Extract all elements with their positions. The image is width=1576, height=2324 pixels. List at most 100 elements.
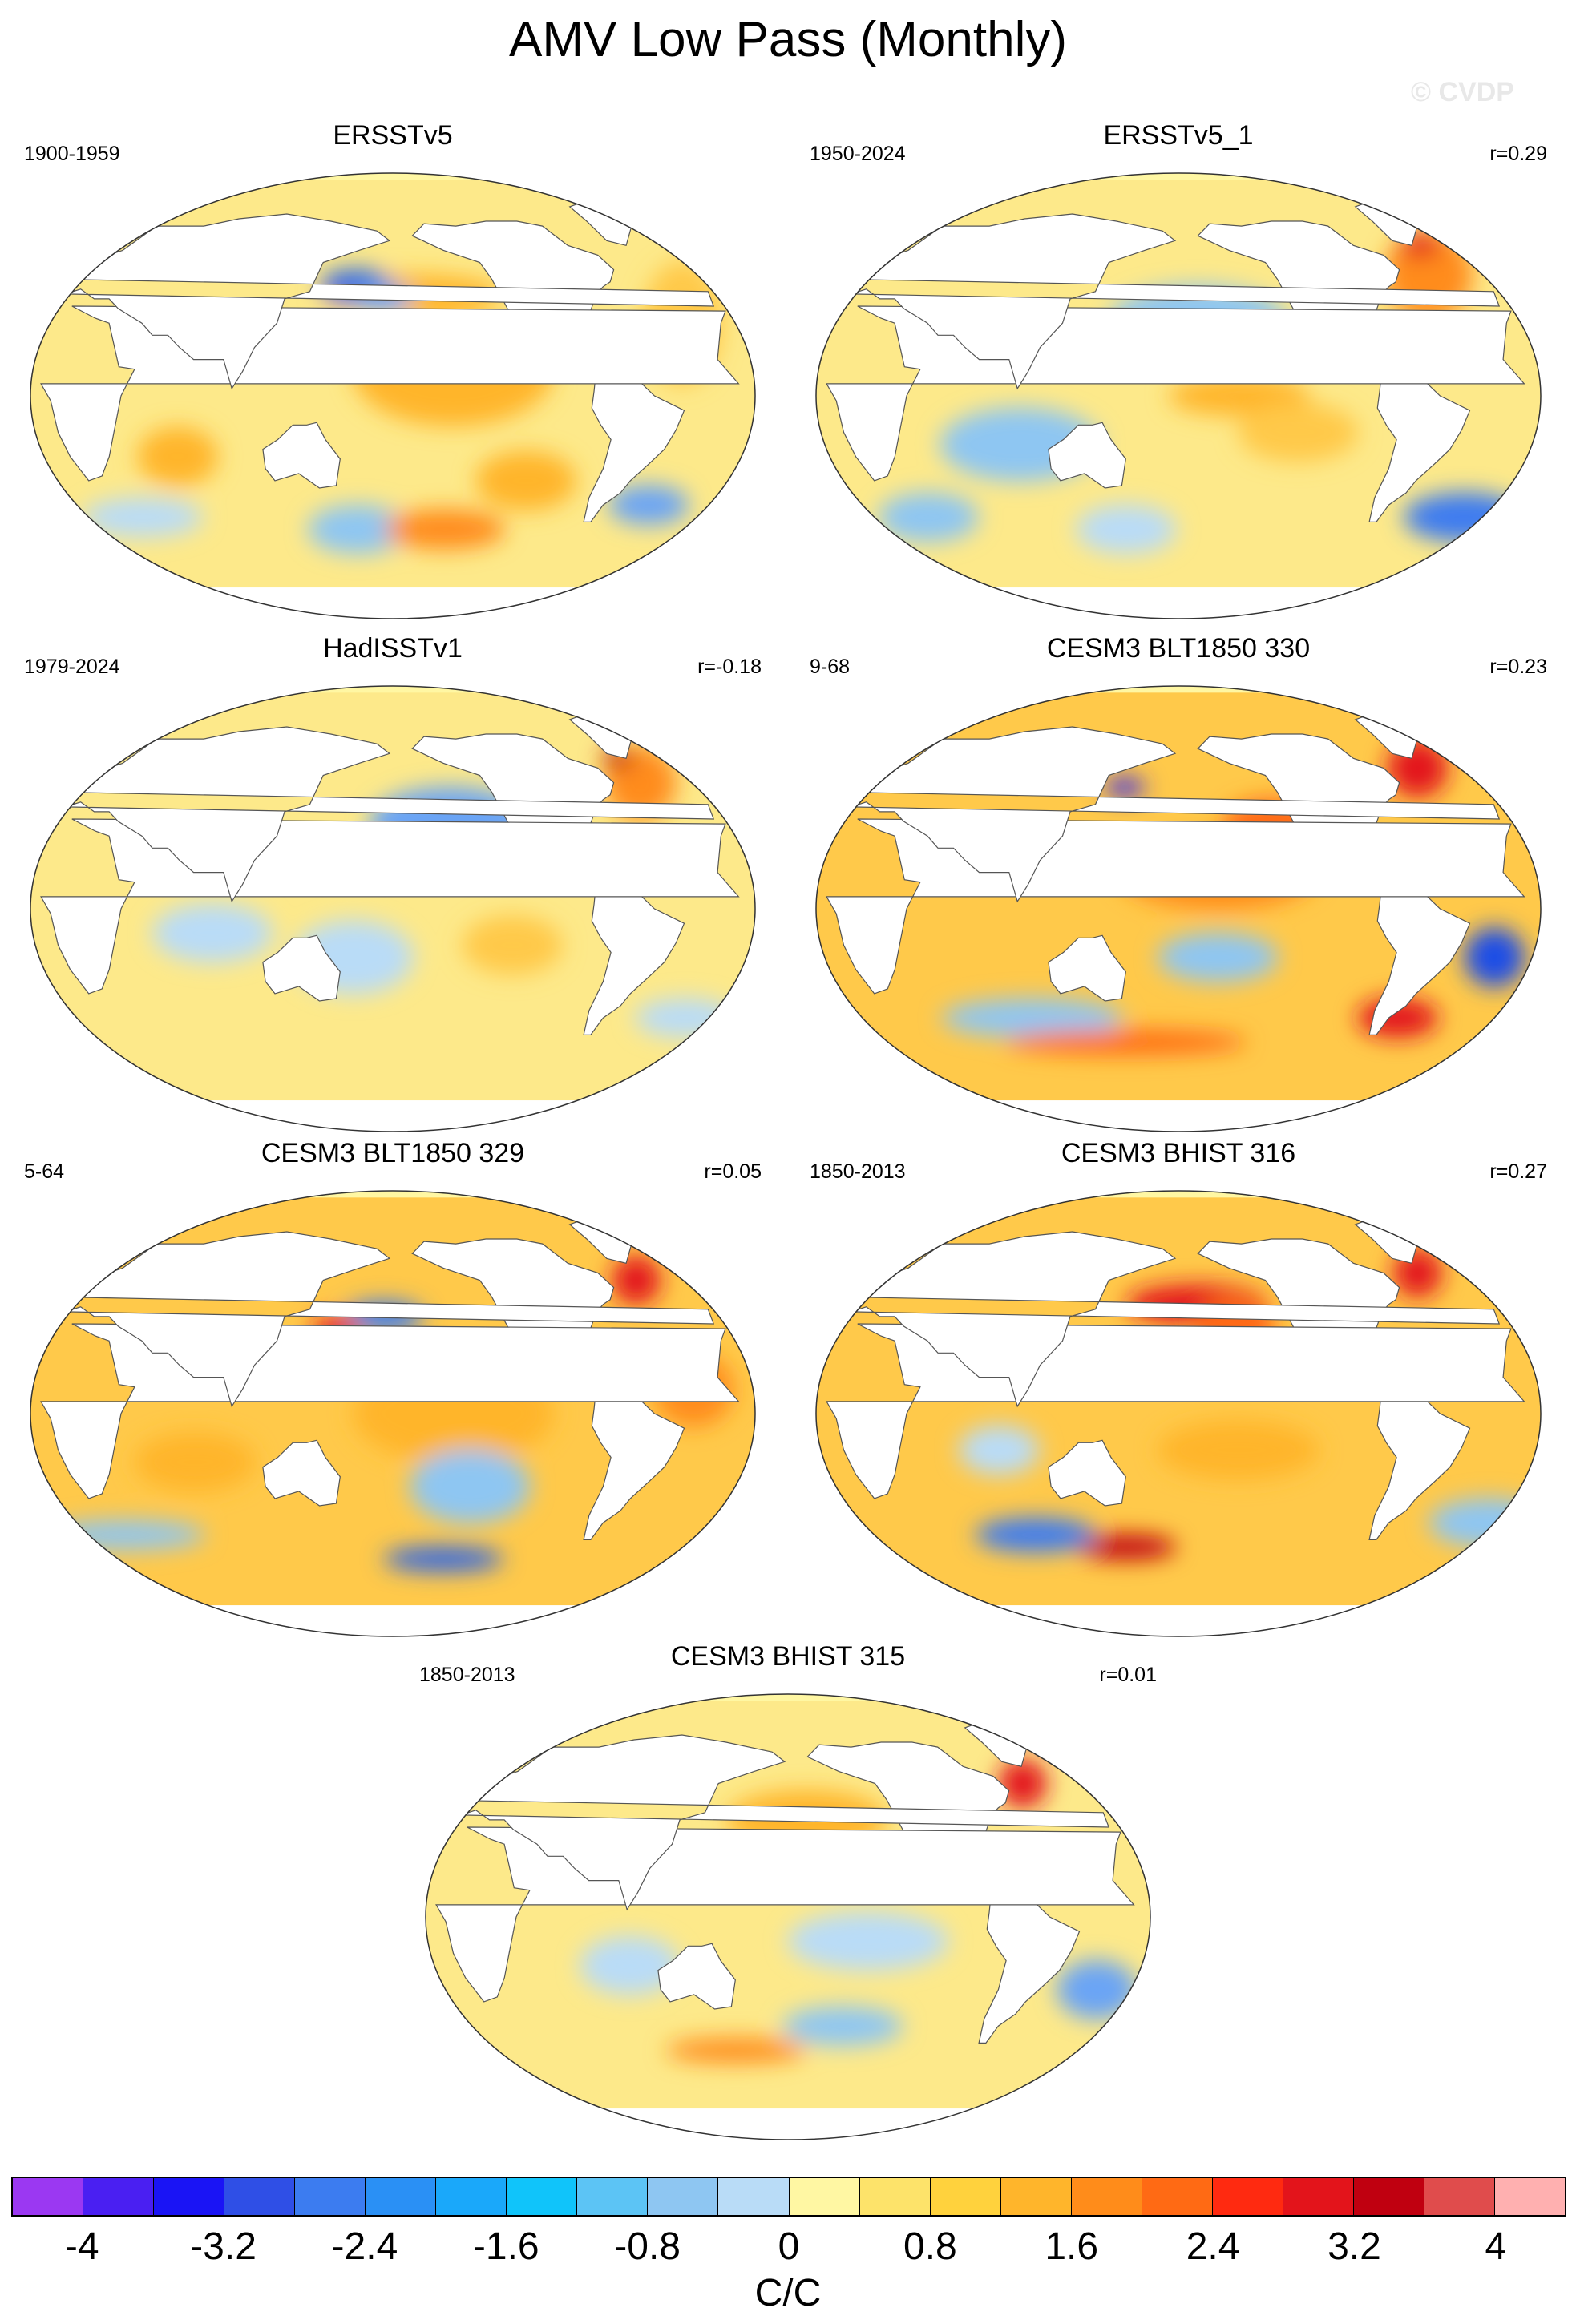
antarctica-land [816, 587, 1541, 619]
sst-anomaly-region [382, 1547, 504, 1572]
panel-title: CESM3 BLT1850 330 [1046, 633, 1311, 664]
colorbar-tick-label: -3.2 [190, 2225, 257, 2268]
panel-title: CESM3 BHIST 315 [670, 1641, 906, 1672]
globe-outline [30, 685, 756, 1132]
panel-title: ERSSTv5 [333, 120, 453, 151]
sst-anomaly-region [1005, 1030, 1247, 1055]
globe-map [815, 1190, 1542, 1637]
australia-land [657, 1943, 736, 2010]
panel-map: CESM3 BHIST 316 1850-2013 r=0.27 [802, 1138, 1555, 1651]
colorbar-swatch [718, 2178, 790, 2215]
colorbar-units: C/C [754, 2272, 822, 2314]
colorbar-tick-label: -4 [64, 2225, 99, 2268]
sst-anomaly-region [384, 509, 506, 550]
australia-land [1048, 934, 1126, 1002]
panel-correlation: r=-0.18 [697, 656, 762, 678]
colorbar-swatch [1142, 2178, 1213, 2215]
arctic-band [426, 1694, 1150, 1701]
south-america-land [978, 1887, 1081, 2044]
arctic-band [30, 1191, 755, 1198]
globe-map [815, 172, 1542, 619]
arctic-band [30, 173, 755, 180]
eurasia-land [851, 1231, 1501, 1408]
colorbar-swatch [13, 2178, 84, 2215]
panel-map: CESM3 BHIST 315 1850-2013 r=0.01 [411, 1641, 1165, 2154]
colorbar-swatch [295, 2178, 366, 2215]
eurasia-land [851, 213, 1501, 390]
panel-title: ERSSTv5_1 [1103, 120, 1254, 151]
sst-anomaly-region [941, 998, 1123, 1038]
colorbar-swatch [930, 2178, 1001, 2215]
colorbar-swatch [507, 2178, 578, 2215]
panel-correlation: r=0.01 [1099, 1664, 1157, 1686]
globe-outline [815, 172, 1542, 619]
eurasia-land [65, 726, 715, 903]
arctic-band [30, 686, 755, 693]
panel-period: 1850-2013 [810, 1160, 906, 1183]
panel-correlation: r=0.05 [704, 1160, 762, 1183]
south-america-land [1368, 1384, 1471, 1540]
australia-land [262, 1439, 341, 1507]
arctic-band [816, 173, 1541, 180]
sst-anomaly-region [135, 1432, 256, 1492]
panel-title: CESM3 BLT1850 329 [261, 1138, 525, 1168]
panel-period: 5-64 [24, 1160, 65, 1183]
globe-map [425, 1693, 1151, 2140]
sst-anomaly-region [1429, 1498, 1541, 1548]
sst-anomaly-region [580, 1935, 681, 1995]
colorbar-tick-label: 0.8 [903, 2225, 957, 2268]
colorbar-swatch [1283, 2178, 1354, 2215]
sst-anomaly-region [612, 1255, 661, 1305]
sst-anomaly-region [1057, 1959, 1138, 2019]
globe-map [815, 685, 1542, 1132]
sst-anomaly-region [152, 903, 273, 963]
sst-anomaly-region [1404, 492, 1525, 543]
globe-map [30, 172, 756, 619]
colorbar-swatch [83, 2178, 155, 2215]
eurasia-land [460, 1734, 1110, 1911]
panel-map: CESM3 BLT1850 330 9-68 r=0.23 [802, 633, 1555, 1146]
sst-anomaly-region [82, 497, 204, 538]
south-america-land [583, 366, 685, 522]
australia-land [262, 934, 341, 1002]
panel-title: CESM3 BHIST 316 [1061, 1138, 1296, 1168]
eurasia-land [65, 1231, 715, 1408]
australia-land [1048, 422, 1126, 489]
panel-map: ERSSTv5 1900-1959 [16, 120, 770, 633]
panel-period: 9-68 [810, 656, 851, 678]
colorbar-swatch [859, 2178, 931, 2215]
australia-land [262, 422, 341, 489]
globe-outline [425, 1693, 1151, 2140]
colorbar-swatch [1353, 2178, 1424, 2215]
panel-correlation: r=0.27 [1489, 1160, 1547, 1183]
panel-period: 1900-1959 [24, 143, 120, 165]
colorbar-swatch [1424, 2178, 1495, 2215]
colorbar-tick-label: -0.8 [614, 2225, 681, 2268]
colorbar-swatch [154, 2178, 225, 2215]
figure-title: AMV Low Pass (Monthly) [509, 12, 1067, 67]
colorbar-swatch [1212, 2178, 1283, 2215]
colorbar-swatch [648, 2178, 719, 2215]
sst-anomaly-region [1105, 777, 1146, 797]
sst-anomaly-region [307, 504, 409, 555]
sst-anomaly-region [998, 1758, 1047, 1809]
colorbar-tick-label: 4 [1485, 2225, 1507, 2268]
globe-outline [815, 685, 1542, 1132]
colorbar-swatch [1000, 2178, 1072, 2215]
panel-period: 1950-2024 [810, 143, 906, 165]
eurasia-land [851, 726, 1501, 903]
sst-anomaly-region [409, 1449, 531, 1524]
colorbar-swatch [789, 2178, 860, 2215]
colorbar-swatch [1494, 2178, 1566, 2215]
sst-anomaly-region [1237, 402, 1359, 462]
sst-anomaly-region [44, 1519, 206, 1550]
globe-map [30, 1190, 756, 1637]
sst-anomaly-region [665, 2038, 806, 2063]
panel-map: ERSSTv5_1 1950-2024 r=0.29 [802, 120, 1555, 633]
sst-anomaly-region [608, 485, 689, 525]
eurasia-land [65, 213, 715, 390]
panel-map: HadISSTv1 1979-2024 r=-0.18 [16, 633, 770, 1146]
australia-land [1048, 1439, 1126, 1507]
colorbar [11, 2177, 1566, 2217]
colorbar-tick-label: 3.2 [1327, 2225, 1381, 2268]
